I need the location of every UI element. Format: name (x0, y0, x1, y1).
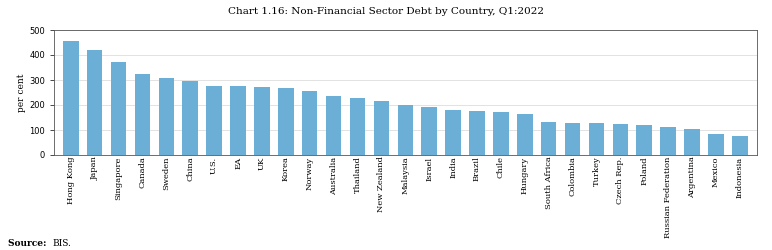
Bar (254, 87, 269, 155)
Bar (684, 129, 699, 155)
Bar (708, 134, 723, 155)
Bar (182, 81, 198, 155)
Bar (398, 104, 413, 155)
Bar (493, 112, 509, 155)
Bar (422, 107, 437, 155)
Bar (230, 86, 245, 155)
Bar (134, 74, 151, 155)
Bar (541, 122, 557, 155)
Bar (445, 110, 461, 155)
Bar (732, 136, 747, 155)
Text: Chart 1.16: Non-Financial Sector Debt by Country, Q1:2022: Chart 1.16: Non-Financial Sector Debt by… (228, 8, 544, 16)
Bar (278, 88, 293, 155)
Bar (589, 123, 604, 155)
Text: Source:: Source: (8, 238, 49, 248)
Bar (350, 98, 365, 155)
Bar (302, 91, 317, 155)
Text: BIS.: BIS. (52, 238, 71, 248)
Bar (374, 101, 389, 155)
Bar (63, 40, 79, 155)
Bar (469, 111, 485, 155)
Bar (158, 78, 174, 155)
Bar (636, 125, 652, 155)
Bar (613, 124, 628, 155)
Bar (660, 127, 676, 155)
Bar (326, 96, 341, 155)
Bar (87, 50, 103, 155)
Y-axis label: per cent: per cent (17, 73, 26, 112)
Bar (206, 86, 222, 155)
Bar (111, 62, 127, 155)
Bar (517, 114, 533, 155)
Bar (565, 123, 581, 155)
